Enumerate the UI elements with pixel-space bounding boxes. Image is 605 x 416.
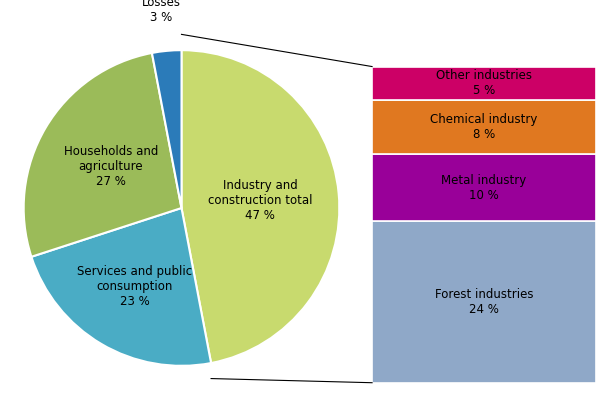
Text: Metal industry
10 %: Metal industry 10 % (442, 173, 526, 202)
Bar (372, 154, 596, 221)
Text: Households and
agriculture
27 %: Households and agriculture 27 % (64, 145, 158, 188)
Wedge shape (182, 50, 339, 363)
Text: Other industries
5 %: Other industries 5 % (436, 69, 532, 97)
Bar (372, 67, 596, 100)
Text: Losses
3 %: Losses 3 % (142, 0, 181, 24)
Bar (372, 221, 596, 383)
Wedge shape (31, 208, 211, 366)
Bar (372, 100, 596, 154)
Text: Chemical industry
8 %: Chemical industry 8 % (430, 113, 538, 141)
Wedge shape (152, 50, 181, 208)
Text: Forest industries
24 %: Forest industries 24 % (435, 288, 533, 316)
Wedge shape (24, 53, 182, 257)
Text: Services and public
consumption
23 %: Services and public consumption 23 % (77, 265, 192, 308)
Text: Industry and
construction total
47 %: Industry and construction total 47 % (208, 179, 312, 222)
